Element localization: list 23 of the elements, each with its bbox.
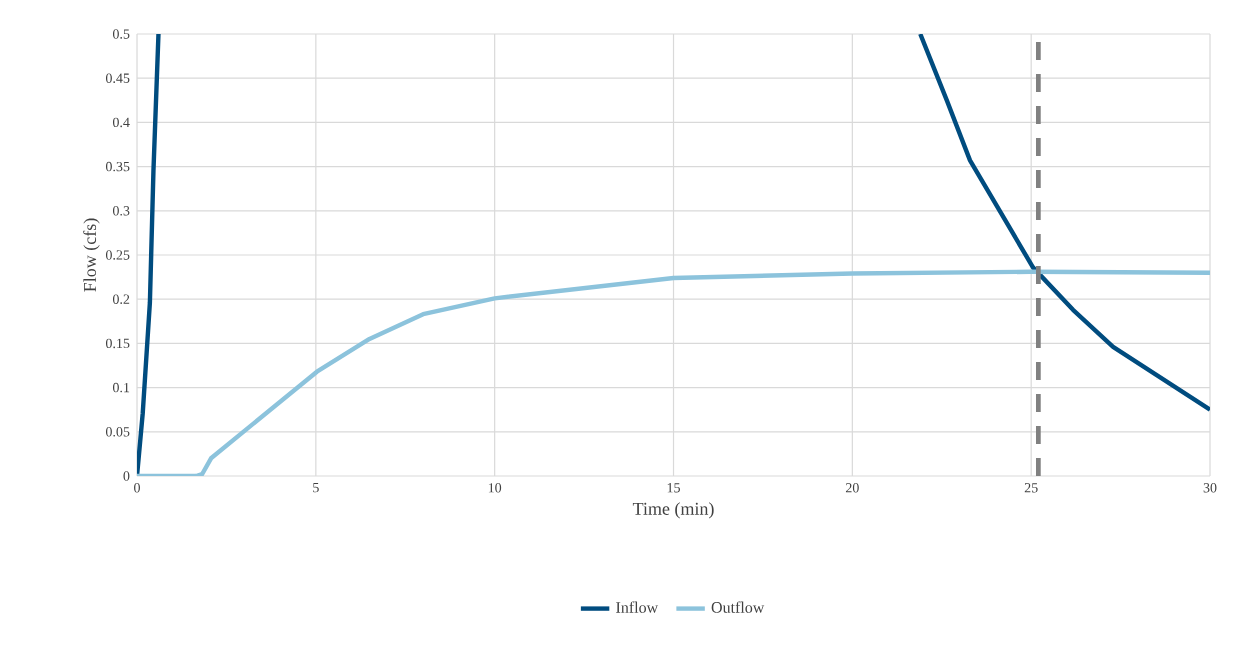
x-tick-label: 25	[1024, 483, 1038, 493]
x-tick-label: 0	[134, 483, 140, 493]
y-tick-label: 0.05	[105, 427, 130, 437]
x-tick-label: 5	[313, 483, 319, 493]
y-tick-label: 0.35	[105, 161, 130, 172]
x-tick-label: 10	[488, 483, 502, 493]
y-axis-title: Flow (cfs)	[83, 218, 100, 292]
x-tick-label: 20	[845, 483, 859, 493]
x-tick-label: 30	[1203, 483, 1217, 493]
y-tick-label: 0.15	[105, 338, 130, 349]
y-tick-label: 0	[123, 471, 130, 481]
y-tick-label: 0.5	[112, 29, 130, 39]
y-tick-label: 0.1	[112, 382, 130, 393]
y-tick-label: 0.45	[105, 73, 130, 83]
x-tick-label: 15	[667, 483, 680, 493]
line-series	[137, 269, 1210, 476]
y-tick-label: 0.2	[112, 294, 130, 304]
y-tick-label: 0.25	[105, 250, 130, 260]
legend-label: Outflow	[711, 601, 765, 613]
y-tick-label: 0.4	[112, 117, 130, 128]
x-axis-title: Time (min)	[632, 502, 714, 519]
y-tick-label: 0.3	[112, 206, 130, 216]
legend-label: Inflow	[616, 601, 659, 613]
